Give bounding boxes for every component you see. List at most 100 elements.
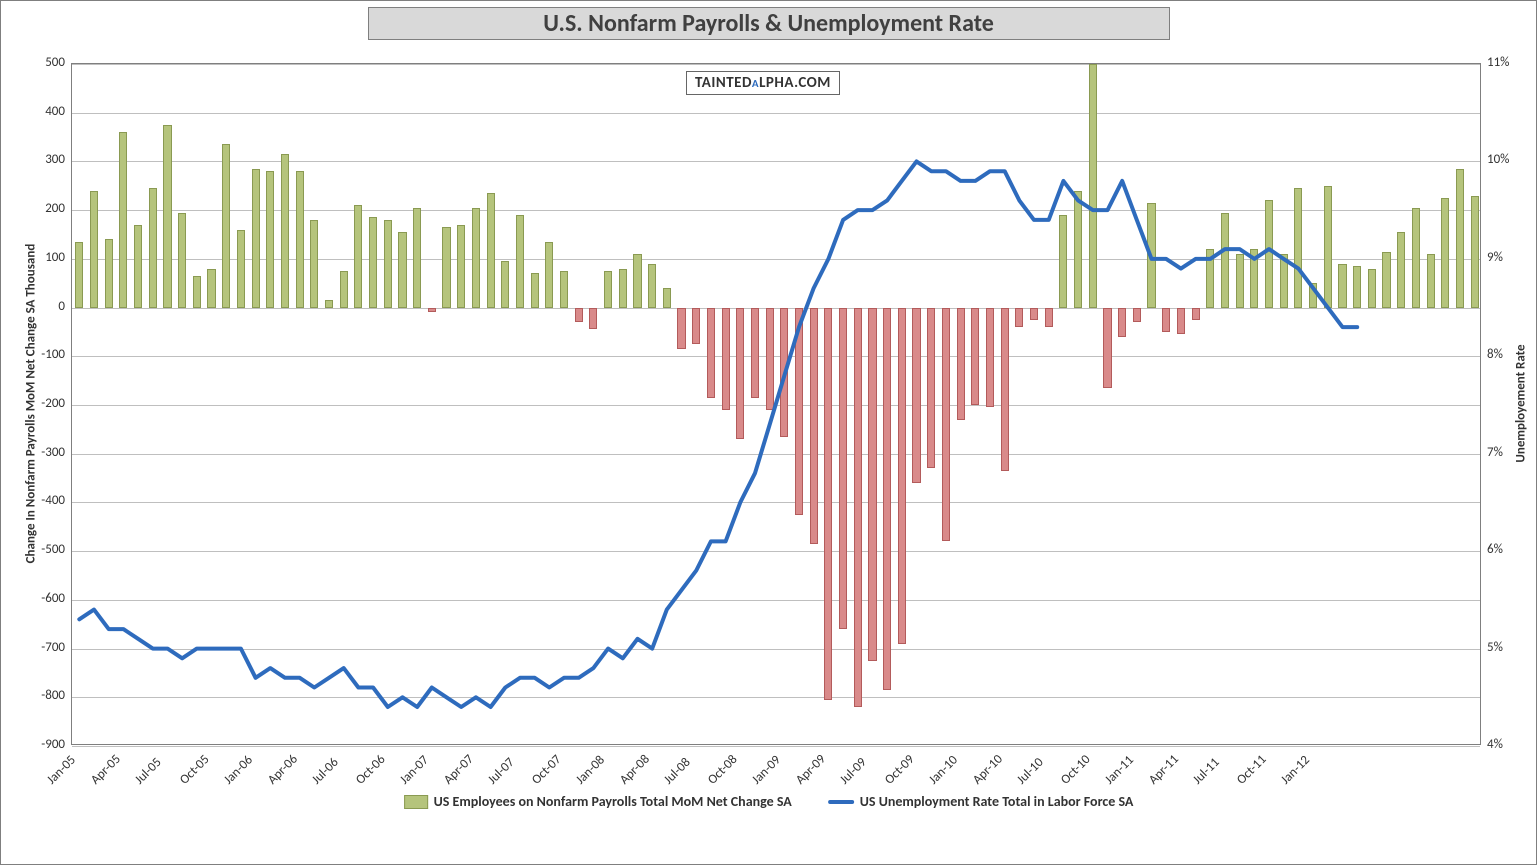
payroll-bar <box>677 308 685 349</box>
x-tick: Jan-06 <box>221 753 256 788</box>
payroll-bar <box>619 269 627 308</box>
payroll-bar <box>1030 308 1038 320</box>
payroll-bar <box>545 242 553 308</box>
payroll-bar <box>1089 64 1097 308</box>
payroll-bar <box>1353 266 1361 307</box>
payroll-bar <box>193 276 201 308</box>
x-tick: Jan-10 <box>926 753 961 788</box>
payroll-bar <box>1324 186 1332 308</box>
gridline <box>72 64 1480 65</box>
payroll-bar <box>178 213 186 308</box>
gridline <box>72 405 1480 406</box>
payroll-bar <box>531 273 539 307</box>
payroll-bar <box>1162 308 1170 332</box>
gridline <box>72 600 1480 601</box>
payroll-bar <box>252 169 260 308</box>
payroll-bar <box>119 132 127 307</box>
payroll-bar <box>501 261 509 307</box>
payroll-bar <box>648 264 656 308</box>
payroll-bar <box>340 271 348 308</box>
x-tick: Jul-08 <box>661 755 694 788</box>
y-left-tick: -700 <box>31 640 65 655</box>
chart-container: U.S. Nonfarm Payrolls & Unemployment Rat… <box>0 0 1537 865</box>
payroll-bar <box>310 220 318 308</box>
y-left-tick: 100 <box>31 250 65 265</box>
payroll-bar <box>384 220 392 308</box>
payroll-bar <box>1103 308 1111 388</box>
payroll-bar <box>560 271 568 308</box>
payroll-bar <box>868 308 876 661</box>
y-right-tick: 11% <box>1487 55 1509 70</box>
y-left-tick: -400 <box>31 493 65 508</box>
payroll-bar <box>1382 252 1390 308</box>
x-tick: Jul-05 <box>132 755 165 788</box>
y-left-tick: -600 <box>31 591 65 606</box>
y-left-tick: -300 <box>31 445 65 460</box>
payroll-bar <box>163 125 171 308</box>
y-left-tick: 0 <box>31 299 65 314</box>
payroll-bar <box>134 225 142 308</box>
payroll-bar <box>1118 308 1126 337</box>
gridline <box>72 502 1480 503</box>
x-tick: Apr-09 <box>793 752 829 788</box>
y-left-tick: 400 <box>31 104 65 119</box>
x-tick: Apr-06 <box>265 752 301 788</box>
gridline <box>72 356 1480 357</box>
payroll-bar <box>1001 308 1009 471</box>
payroll-bar <box>1368 269 1376 308</box>
x-tick: Jan-07 <box>397 753 432 788</box>
gridline <box>72 697 1480 698</box>
payroll-bar <box>1456 169 1464 308</box>
legend-label: US Unemployment Rate Total in Labor Forc… <box>860 793 1134 810</box>
x-tick: Apr-11 <box>1146 752 1182 788</box>
payroll-bar <box>457 225 465 308</box>
legend-swatch-bar <box>404 795 428 809</box>
payroll-bar <box>1074 191 1082 308</box>
payroll-bar <box>810 308 818 544</box>
legend-item: US Employees on Nonfarm Payrolls Total M… <box>404 793 792 810</box>
legend-item: US Unemployment Rate Total in Labor Forc… <box>828 793 1134 810</box>
gridline <box>72 308 1480 309</box>
gridline <box>72 649 1480 650</box>
payroll-bar <box>1045 308 1053 327</box>
payroll-bar <box>105 239 113 307</box>
y-left-tick: -100 <box>31 347 65 362</box>
payroll-bar <box>722 308 730 410</box>
watermark: TAINTEDαLPHA.COM <box>686 71 840 95</box>
payroll-bar <box>1294 188 1302 307</box>
y-right-tick: 10% <box>1487 152 1509 167</box>
payroll-bar <box>1250 249 1258 307</box>
payroll-bar <box>766 308 774 410</box>
payroll-bar <box>957 308 965 420</box>
payroll-bar <box>472 208 480 308</box>
x-tick: Jan-11 <box>1102 753 1137 788</box>
payroll-bar <box>1265 200 1273 307</box>
gridline <box>72 113 1480 114</box>
x-tick: Jul-10 <box>1014 755 1047 788</box>
x-tick: Jul-07 <box>485 755 518 788</box>
chart-title: U.S. Nonfarm Payrolls & Unemployment Rat… <box>368 7 1170 40</box>
payroll-bar <box>1221 213 1229 308</box>
payroll-bar <box>1236 254 1244 308</box>
payroll-bar <box>1280 254 1288 308</box>
payroll-bar <box>692 308 700 345</box>
payroll-bar <box>266 171 274 307</box>
payroll-bar <box>942 308 950 542</box>
gridline <box>72 551 1480 552</box>
x-tick: Apr-07 <box>441 752 477 788</box>
payroll-bar <box>1397 232 1405 308</box>
y-left-tick: -900 <box>31 737 65 752</box>
payroll-bar <box>1412 208 1420 308</box>
x-tick: Oct-10 <box>1058 752 1094 788</box>
payroll-bar <box>281 154 289 307</box>
y-left-tick: -800 <box>31 688 65 703</box>
payroll-bar <box>604 271 612 308</box>
payroll-bar <box>354 205 362 307</box>
y-left-tick: 500 <box>31 55 65 70</box>
x-tick: Oct-06 <box>353 752 389 788</box>
payroll-bar <box>369 217 377 307</box>
y-right-tick: 8% <box>1487 347 1503 362</box>
payroll-bar <box>1059 215 1067 308</box>
payroll-bar <box>516 215 524 308</box>
payroll-bar <box>780 308 788 437</box>
